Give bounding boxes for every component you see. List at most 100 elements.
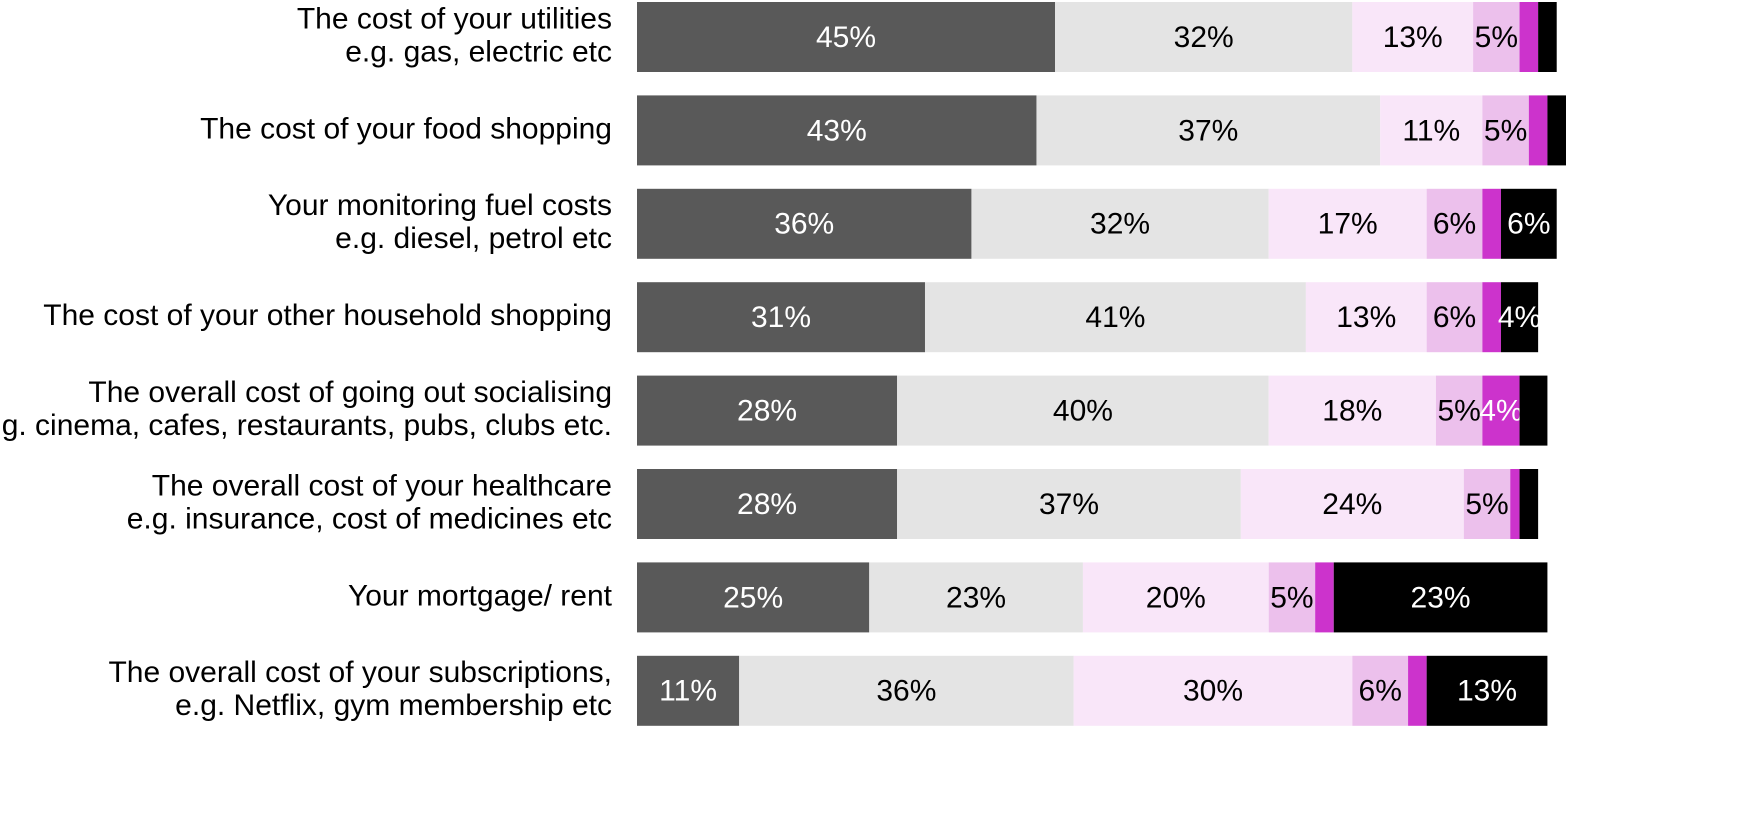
category-label: e.g. gas, electric etc bbox=[345, 35, 612, 68]
bar-segment bbox=[1240, 469, 1464, 539]
value-label: 11% bbox=[659, 675, 717, 708]
value-label: 4% bbox=[1479, 395, 1522, 428]
bar-segment bbox=[1352, 655, 1409, 726]
value-label: 6% bbox=[1507, 208, 1550, 241]
bar-segment bbox=[1055, 2, 1353, 72]
value-label: 30% bbox=[1183, 675, 1243, 708]
category-label: The overall cost of your healthcare bbox=[152, 469, 612, 502]
value-label: 5% bbox=[1465, 488, 1508, 521]
bar-segment bbox=[1519, 2, 1539, 72]
category-label: Your mortgage/ rent bbox=[348, 579, 613, 612]
value-label: 23% bbox=[1411, 581, 1471, 614]
bar-segment bbox=[1463, 469, 1511, 539]
category-label: e.g. insurance, cost of medicines etc bbox=[127, 502, 612, 535]
value-label: 23% bbox=[946, 581, 1006, 614]
value-label: 13% bbox=[1457, 675, 1517, 708]
bar-segment bbox=[637, 188, 972, 259]
bar-segment bbox=[1315, 562, 1334, 633]
value-label: 40% bbox=[1053, 395, 1113, 428]
bar-segment bbox=[1482, 282, 1501, 353]
bar-segment bbox=[637, 2, 1056, 72]
bar-segment bbox=[1473, 2, 1520, 72]
category-label: e.g. diesel, petrol etc bbox=[335, 222, 612, 255]
value-label: 28% bbox=[737, 395, 797, 428]
bar-segment bbox=[1082, 562, 1269, 633]
bar-segment bbox=[1435, 375, 1483, 446]
bar-segment bbox=[1380, 95, 1483, 166]
bar-segment bbox=[637, 655, 740, 726]
category-label: The cost of your utilities bbox=[297, 2, 612, 35]
bar-segment bbox=[1073, 655, 1353, 726]
value-label: 5% bbox=[1484, 114, 1527, 147]
bar-segment bbox=[1482, 188, 1501, 259]
bar-segment bbox=[1500, 282, 1539, 353]
value-label: 5% bbox=[1437, 395, 1480, 428]
bar-segment bbox=[869, 562, 1083, 633]
value-label: 24% bbox=[1322, 488, 1382, 521]
value-label: 13% bbox=[1336, 301, 1396, 334]
value-label: 5% bbox=[1270, 581, 1313, 614]
value-label: 41% bbox=[1085, 301, 1145, 334]
value-label: 6% bbox=[1359, 675, 1402, 708]
bar-segment bbox=[1268, 375, 1436, 446]
bar-segment bbox=[924, 282, 1306, 353]
category-label: Your monitoring fuel costs bbox=[268, 189, 612, 222]
bar-segment bbox=[1268, 188, 1427, 259]
bar-segment bbox=[1352, 2, 1474, 72]
value-label: 43% bbox=[807, 114, 867, 147]
value-label: 6% bbox=[1433, 301, 1476, 334]
bar-segment bbox=[1408, 655, 1427, 726]
category-label: The overall cost of your subscriptions, bbox=[108, 656, 612, 689]
bar-segment bbox=[637, 282, 925, 353]
bar-segment bbox=[1547, 95, 1566, 166]
category-label: The cost of your other household shoppin… bbox=[43, 299, 612, 332]
value-label: 31% bbox=[751, 301, 811, 334]
value-label: 32% bbox=[1090, 208, 1150, 241]
category-label: e.g. Netflix, gym membership etc bbox=[175, 689, 612, 722]
category-label: The overall cost of going out socialisin… bbox=[88, 376, 612, 409]
value-label: 4% bbox=[1498, 301, 1541, 334]
bar-segment bbox=[1519, 375, 1548, 446]
bar-segment bbox=[637, 375, 898, 446]
value-label: 18% bbox=[1322, 395, 1382, 428]
value-label: 36% bbox=[774, 208, 834, 241]
category-label: The cost of your food shopping bbox=[200, 112, 612, 145]
bar-segment bbox=[1426, 282, 1483, 353]
value-label: 37% bbox=[1178, 114, 1238, 147]
value-label: 28% bbox=[737, 488, 797, 521]
value-label: 45% bbox=[816, 21, 876, 54]
bar-segment bbox=[897, 469, 1241, 539]
value-label: 20% bbox=[1146, 581, 1206, 614]
bar-segment bbox=[637, 95, 1037, 166]
bar-segment bbox=[637, 469, 898, 539]
bar-segment bbox=[1500, 188, 1557, 259]
bar-segment bbox=[897, 375, 1269, 446]
bar-segment bbox=[1482, 95, 1529, 166]
bar-segment bbox=[1426, 188, 1483, 259]
bar-segment bbox=[1519, 469, 1539, 539]
value-label: 13% bbox=[1383, 21, 1443, 54]
value-label: 25% bbox=[723, 581, 783, 614]
bar-segment bbox=[637, 562, 870, 633]
value-label: 6% bbox=[1433, 208, 1476, 241]
bar-segment bbox=[1482, 375, 1520, 446]
value-label: 37% bbox=[1039, 488, 1099, 521]
bar-segment bbox=[1538, 2, 1557, 72]
bar-segment bbox=[971, 188, 1269, 259]
category-label: e.g. cinema, cafes, restaurants, pubs, c… bbox=[0, 409, 612, 442]
value-label: 17% bbox=[1318, 208, 1378, 241]
bar-segment bbox=[1268, 562, 1316, 633]
bar-segment bbox=[1305, 282, 1427, 353]
value-label: 36% bbox=[876, 675, 936, 708]
value-label: 11% bbox=[1402, 114, 1460, 147]
bar-segment bbox=[1510, 469, 1520, 539]
bar-segment bbox=[739, 655, 1074, 726]
value-label: 32% bbox=[1174, 21, 1234, 54]
bar-segment bbox=[1426, 655, 1548, 726]
bar-segment bbox=[1333, 562, 1548, 633]
bar-segment bbox=[1036, 95, 1381, 166]
bar-segment bbox=[1528, 95, 1548, 166]
value-label: 5% bbox=[1475, 21, 1518, 54]
